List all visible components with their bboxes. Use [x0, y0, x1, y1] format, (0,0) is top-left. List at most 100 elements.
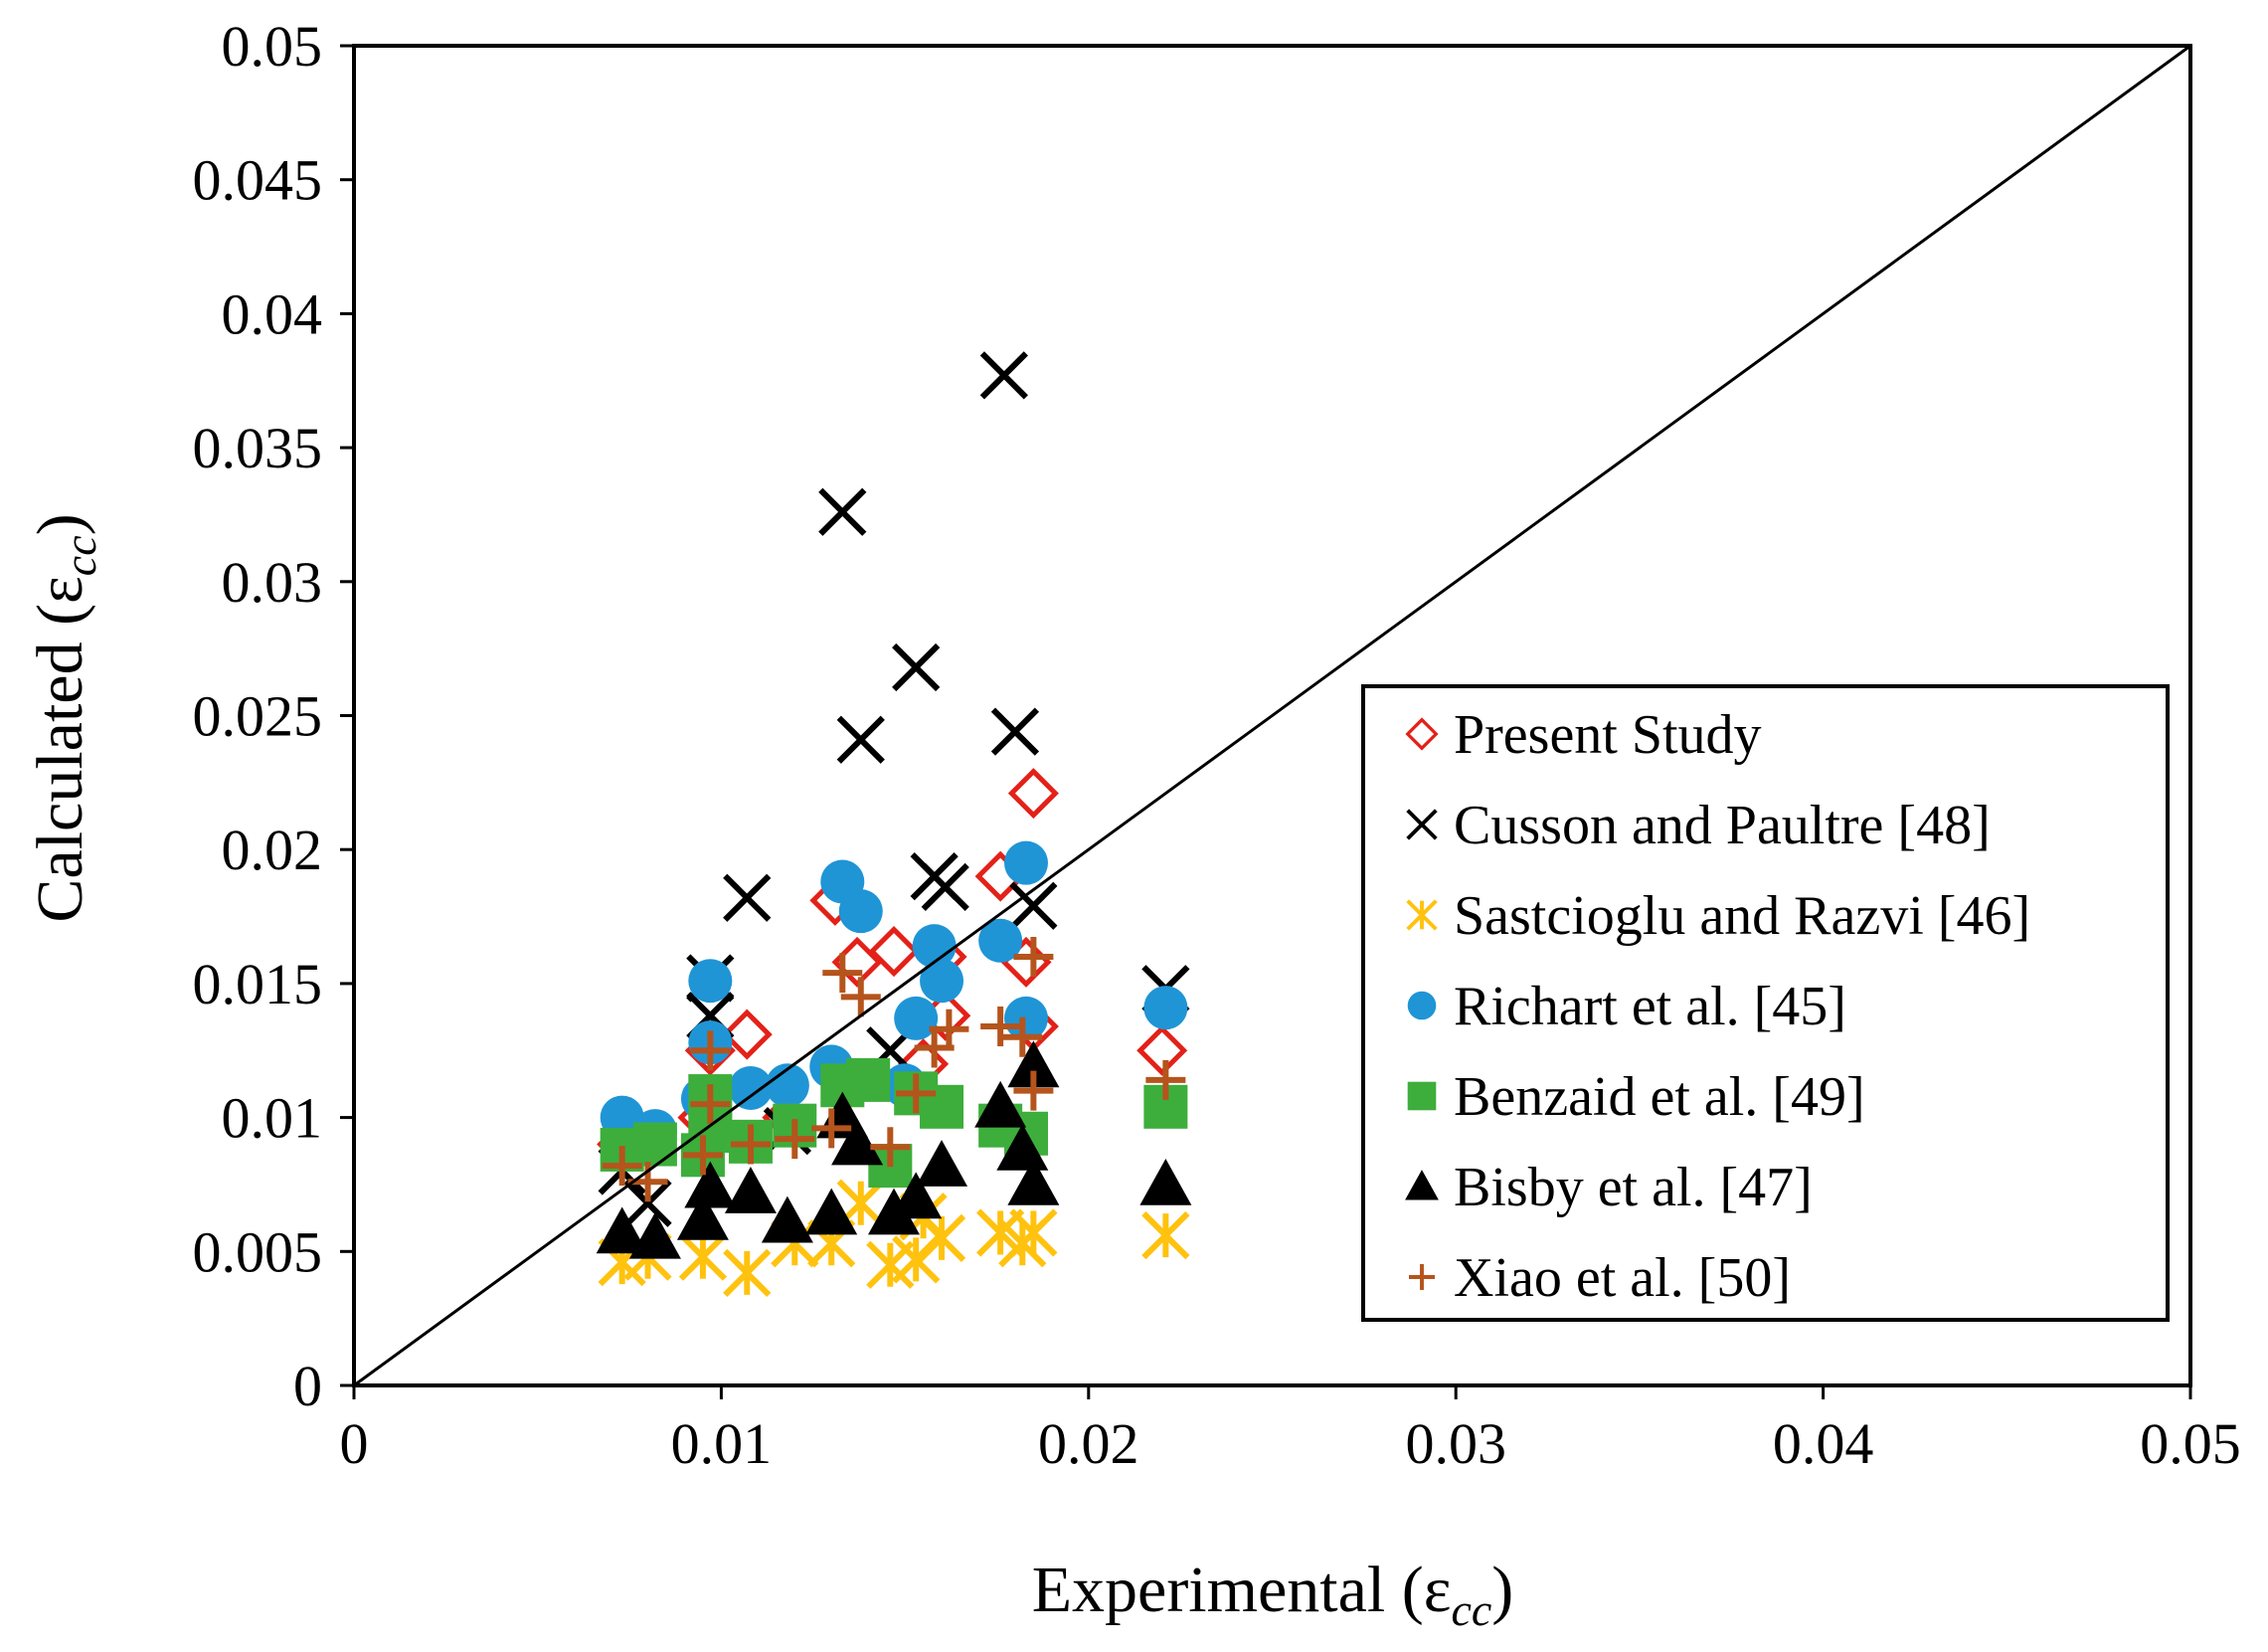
x-axis-title-main: Experimental (ε [1032, 1554, 1452, 1626]
data-point [892, 1235, 941, 1284]
data-point [1007, 1040, 1060, 1088]
data-point [996, 1123, 1049, 1171]
data-point [628, 1211, 681, 1259]
legend-item: Sastcioglu and Razvi [46] [1406, 885, 2030, 947]
data-point [682, 1135, 723, 1176]
legend-marker [1407, 1081, 1437, 1111]
legend-item: Present Study [1405, 704, 1762, 766]
y-tick-label: 0.05 [222, 14, 323, 79]
y-tick-label: 0.01 [222, 1086, 323, 1151]
legend-label: Bisby et al. [47] [1454, 1157, 1813, 1218]
legend-item: Bisby et al. [47] [1405, 1157, 1813, 1218]
data-point [632, 1122, 677, 1167]
data-point [676, 1193, 729, 1240]
reference-line-1-to-1 [353, 44, 2191, 1387]
legend-label: Benzaid et al. [49] [1454, 1066, 1865, 1128]
data-point [929, 1009, 969, 1049]
data-point [896, 1073, 937, 1114]
data-point [596, 1206, 648, 1254]
legend: Present Study Cusson and Paultre [48] Sast… [1361, 684, 2170, 1322]
y-tick-label: 0.005 [193, 1219, 323, 1284]
legend-marker [1406, 809, 1438, 840]
y-axis-title: Calculated (εcc) [24, 513, 105, 922]
data-point [818, 487, 867, 536]
data-point [1013, 1070, 1054, 1111]
legend-label: Sastcioglu and Razvi [46] [1454, 885, 2030, 947]
data-point [1136, 1024, 1188, 1076]
x-tick-label: 0.04 [1773, 1411, 1874, 1476]
x-axis-title-close: ) [1491, 1554, 1513, 1626]
x-axis-title: Experimental (εcc) [1032, 1554, 1514, 1635]
data-point [623, 1179, 672, 1227]
data-point [723, 1248, 772, 1297]
data-point [1002, 1016, 1043, 1057]
data-point [978, 918, 1023, 963]
data-point [688, 959, 733, 1004]
y-tick-label: 0.03 [222, 550, 323, 615]
data-point [870, 1127, 911, 1168]
legend-marker [1405, 1170, 1439, 1200]
data-point [831, 1118, 884, 1166]
x-tick-label: 0.02 [1038, 1411, 1139, 1476]
x-tick-label: 0.01 [671, 1411, 773, 1476]
data-point [1004, 996, 1049, 1040]
data-point [1143, 986, 1188, 1030]
data-point [822, 953, 863, 994]
y-tick-label: 0.015 [193, 952, 323, 1016]
legend-item: Xiao et al. [50] [1409, 1247, 1791, 1309]
legend-marker [1407, 991, 1437, 1020]
x-tick-label: 0.05 [2140, 1411, 2241, 1476]
data-point [1009, 1208, 1058, 1257]
y-axis-title-subscript: cc [55, 535, 105, 576]
y-tick-label: 0.025 [193, 684, 323, 749]
data-point [912, 924, 957, 969]
data-point [1007, 768, 1059, 820]
y-tick-label: 0.035 [193, 416, 323, 480]
data-point [840, 977, 881, 1017]
legend-item: Cusson and Paultre [48] [1406, 795, 1991, 856]
legend-item: Richart et al. [45] [1407, 976, 1846, 1037]
data-point [765, 1063, 809, 1108]
data-point [1013, 936, 1054, 977]
legend-marker [1405, 717, 1439, 751]
data-point [892, 642, 941, 692]
y-tick-label: 0.02 [222, 818, 323, 882]
legend-label: Cusson and Paultre [48] [1454, 795, 1991, 856]
data-point [974, 1080, 1027, 1128]
data-point [1139, 1158, 1192, 1205]
data-point [723, 873, 772, 922]
data-point [921, 862, 969, 912]
legend-marker [1409, 1264, 1435, 1290]
data-point [690, 1084, 731, 1125]
data-point [1009, 881, 1058, 930]
data-point [990, 707, 1040, 756]
data-point [1141, 1211, 1190, 1260]
data-point [775, 1119, 815, 1160]
data-point [690, 1030, 731, 1071]
legend-label: Present Study [1454, 704, 1762, 766]
x-axis-title-subscript: cc [1451, 1584, 1491, 1635]
legend-marker [1406, 899, 1438, 931]
data-point [805, 1188, 858, 1235]
x-tick-label: 0 [340, 1411, 369, 1476]
data-point [730, 1124, 771, 1165]
legend-label: Richart et al. [45] [1454, 976, 1846, 1037]
legend-box [1361, 684, 2170, 1322]
data-point [916, 1140, 968, 1187]
data-point [602, 1146, 642, 1187]
data-point [724, 1167, 777, 1213]
data-point [979, 351, 1028, 400]
data-point [1004, 840, 1049, 885]
data-point [838, 889, 883, 934]
data-point [1145, 1059, 1186, 1100]
data-point [894, 996, 939, 1040]
data-point [721, 1009, 773, 1060]
data-point [868, 1188, 921, 1235]
data-point [1007, 1158, 1060, 1205]
y-tick-label: 0 [293, 1354, 322, 1418]
y-axis-title-main: Calculated (ε [24, 576, 96, 922]
y-tick-label: 0.04 [222, 281, 323, 346]
y-axis-ticks: 0 0.005 0.01 0.015 0.02 0.025 0.03 0.035 0.04 0.0… [193, 14, 354, 1418]
data-point [920, 959, 964, 1004]
